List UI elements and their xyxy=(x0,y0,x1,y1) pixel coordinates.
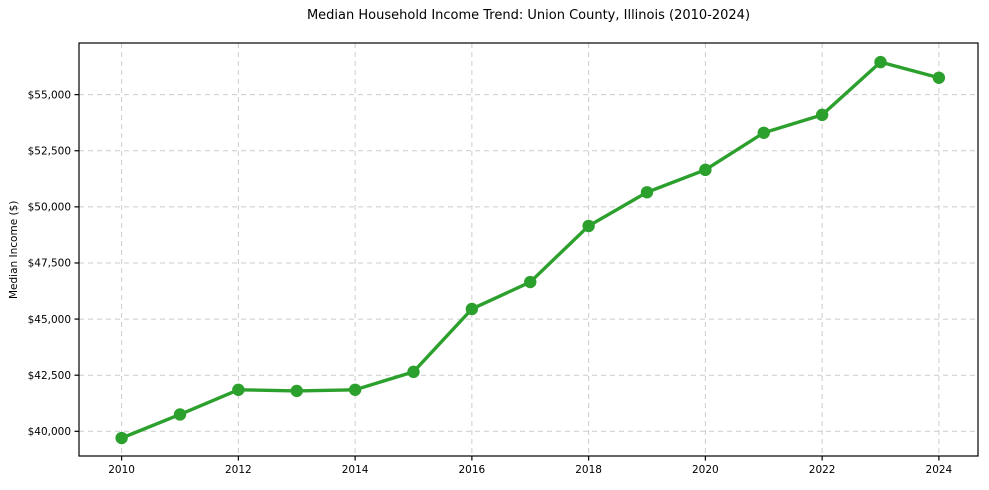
x-tick-label: 2012 xyxy=(225,464,252,476)
y-axis-label: Median Income ($) xyxy=(8,200,20,299)
x-tick-label: 2014 xyxy=(342,464,369,476)
data-point-2013 xyxy=(290,384,303,398)
data-point-2012 xyxy=(232,383,245,396)
x-tick-label: 2018 xyxy=(575,464,602,476)
y-tick-label: $47,500 xyxy=(28,258,71,270)
y-tick-label: $50,000 xyxy=(28,202,71,214)
x-tick-label: 2016 xyxy=(459,464,486,476)
y-tick-label: $42,500 xyxy=(28,370,71,382)
data-point-2015 xyxy=(407,365,420,379)
data-point-2022 xyxy=(815,108,829,122)
trend-line xyxy=(119,60,941,440)
data-point-2024 xyxy=(932,71,946,84)
data-point-2017 xyxy=(524,275,537,289)
plot-border xyxy=(78,42,979,457)
y-tick-label: $45,000 xyxy=(28,314,71,326)
y-tick-label: $55,000 xyxy=(28,89,71,101)
data-point-2011 xyxy=(173,408,187,421)
data-point-2010 xyxy=(115,431,128,445)
data-point-2018 xyxy=(582,219,595,233)
data-point-2014 xyxy=(348,383,362,396)
data-point-2021 xyxy=(757,126,770,139)
x-tick-label: 2020 xyxy=(692,464,719,476)
y-tick-label: $40,000 xyxy=(28,426,71,438)
x-tick-label: 2024 xyxy=(926,464,953,476)
data-point-2023 xyxy=(874,55,887,69)
x-tick-label: 2022 xyxy=(809,464,836,476)
y-tick-label: $52,500 xyxy=(28,145,71,157)
data-point-2019 xyxy=(640,186,654,199)
data-point-2020 xyxy=(699,163,712,177)
data-point-2016 xyxy=(465,302,479,316)
chart-title: Median Household Income Trend: Union Cou… xyxy=(306,8,751,23)
x-tick-label: 2010 xyxy=(108,464,135,476)
